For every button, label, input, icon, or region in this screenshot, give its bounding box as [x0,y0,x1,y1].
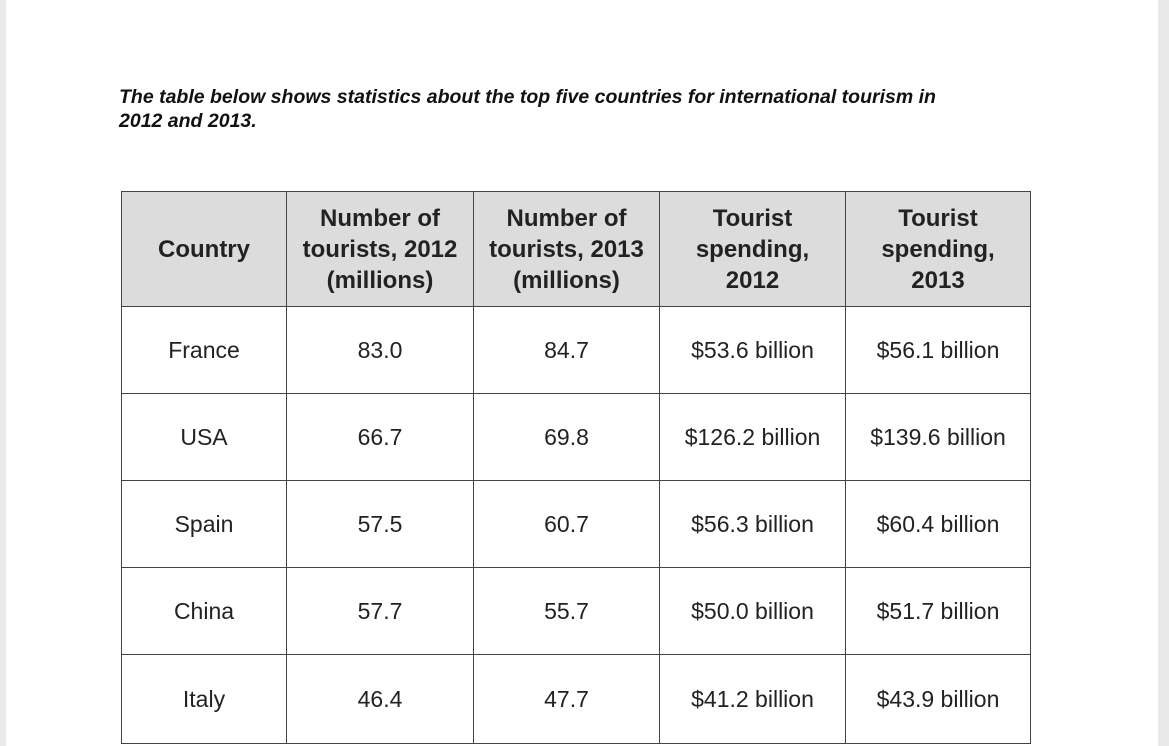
cell-country: Italy [121,654,287,744]
cell-tourists-2012: 83.0 [286,306,474,394]
header-spending-2012: Tourist spending, 2012 [659,191,846,307]
cell-country: China [121,567,287,655]
cell-spending-2013: $56.1 billion [845,306,1031,394]
cell-spending-2013: $139.6 billion [845,393,1031,481]
table-row: France 83.0 84.7 $53.6 billion $56.1 bil… [121,306,1031,394]
cell-tourists-2012: 57.5 [286,480,474,568]
cell-tourists-2013: 55.7 [473,567,660,655]
cell-spending-2012: $126.2 billion [659,393,846,481]
cell-spending-2012: $53.6 billion [659,306,846,394]
cell-spending-2012: $50.0 billion [659,567,846,655]
cell-country: France [121,306,287,394]
task-prompt: The table below shows statistics about t… [119,85,1059,133]
cell-country: Spain [121,480,287,568]
cell-tourists-2012: 57.7 [286,567,474,655]
cell-spending-2013: $43.9 billion [845,654,1031,744]
header-tourists-2013: Number of tourists, 2013 (millions) [473,191,660,307]
prompt-line-1: The table below shows statistics about t… [119,86,936,108]
tourism-statistics-table: Country Number of tourists, 2012 (millio… [121,191,1031,744]
table-header-row: Country Number of tourists, 2012 (millio… [121,191,1031,307]
cell-spending-2012: $56.3 billion [659,480,846,568]
cell-tourists-2013: 84.7 [473,306,660,394]
table-row: Italy 46.4 47.7 $41.2 billion $43.9 bill… [121,654,1031,744]
cell-tourists-2012: 46.4 [286,654,474,744]
table-row: Spain 57.5 60.7 $56.3 billion $60.4 bill… [121,480,1031,568]
cell-tourists-2013: 69.8 [473,393,660,481]
table-row: China 57.7 55.7 $50.0 billion $51.7 bill… [121,567,1031,655]
header-spending-2013: Tourist spending, 2013 [845,191,1031,307]
cell-tourists-2013: 60.7 [473,480,660,568]
cell-country: USA [121,393,287,481]
header-tourists-2012: Number of tourists, 2012 (millions) [286,191,474,307]
table-row: USA 66.7 69.8 $126.2 billion $139.6 bill… [121,393,1031,481]
cell-tourists-2012: 66.7 [286,393,474,481]
header-country: Country [121,191,287,307]
cell-spending-2013: $60.4 billion [845,480,1031,568]
cell-spending-2012: $41.2 billion [659,654,846,744]
cell-spending-2013: $51.7 billion [845,567,1031,655]
prompt-line-2: 2012 and 2013. [119,110,257,132]
cell-tourists-2013: 47.7 [473,654,660,744]
